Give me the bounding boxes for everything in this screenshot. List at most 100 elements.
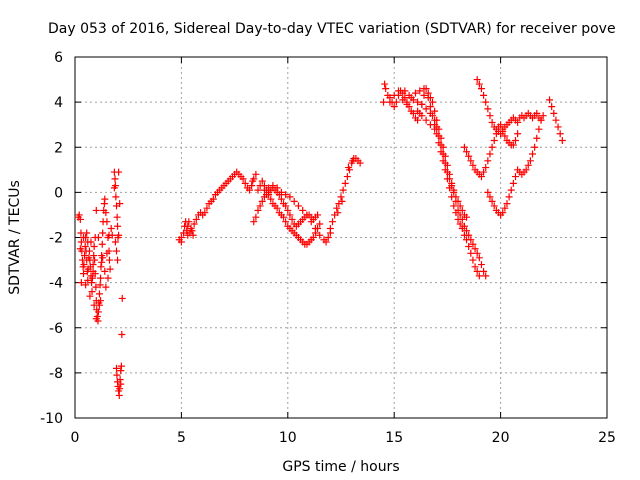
- data-point: [245, 186, 253, 194]
- data-point: [420, 91, 428, 99]
- data-point: [77, 279, 85, 287]
- data-point: [96, 281, 104, 289]
- data-point: [477, 173, 485, 181]
- data-point: [380, 98, 388, 106]
- data-point: [341, 179, 349, 187]
- y-tick-label: -8: [49, 366, 63, 382]
- data-point: [422, 105, 430, 113]
- data-point: [282, 191, 290, 199]
- data-point: [82, 281, 90, 289]
- data-point: [90, 243, 98, 251]
- data-point: [185, 218, 193, 226]
- data-point: [450, 202, 458, 210]
- data-point: [414, 98, 422, 106]
- data-point: [497, 121, 505, 129]
- data-point: [95, 290, 103, 298]
- data-point: [488, 118, 496, 126]
- data-point: [115, 168, 123, 176]
- data-point: [484, 157, 492, 165]
- data-point: [258, 197, 266, 205]
- data-point: [102, 283, 110, 291]
- data-point: [81, 252, 89, 260]
- data-point: [284, 206, 292, 214]
- data-point: [486, 150, 494, 158]
- data-point: [418, 100, 426, 108]
- data-point: [88, 288, 96, 296]
- data-point: [265, 184, 273, 192]
- data-point: [334, 209, 342, 217]
- data-point: [471, 263, 479, 271]
- x-tick-label: 0: [71, 430, 80, 446]
- data-point: [473, 76, 481, 84]
- data-point: [405, 91, 413, 99]
- data-point: [101, 267, 109, 275]
- data-point: [422, 116, 430, 124]
- data-point: [401, 87, 409, 95]
- data-point: [203, 204, 211, 212]
- data-point: [108, 231, 116, 239]
- data-point: [183, 227, 191, 235]
- data-point: [99, 229, 107, 237]
- data-point: [454, 197, 462, 205]
- data-point: [254, 186, 262, 194]
- data-point: [480, 267, 488, 275]
- data-point: [469, 240, 477, 248]
- data-point: [480, 168, 488, 176]
- data-point: [537, 116, 545, 124]
- data-point: [471, 245, 479, 253]
- x-tick-label: 15: [385, 430, 403, 446]
- data-point: [116, 200, 124, 208]
- data-point: [265, 191, 273, 199]
- data-point: [418, 112, 426, 120]
- data-point: [105, 256, 113, 264]
- data-point: [117, 362, 125, 370]
- data-point: [303, 211, 311, 219]
- data-point: [333, 204, 341, 212]
- data-point: [316, 220, 324, 228]
- data-point: [482, 164, 490, 172]
- data-point: [463, 213, 471, 221]
- data-point: [546, 96, 554, 104]
- data-point: [86, 292, 94, 300]
- data-point: [90, 252, 98, 260]
- x-tick-label: 10: [279, 430, 297, 446]
- data-point: [556, 130, 564, 138]
- data-point: [273, 204, 281, 212]
- data-point: [248, 182, 256, 190]
- data-point: [426, 109, 434, 117]
- y-tick-label: -6: [49, 321, 63, 337]
- data-point: [116, 376, 124, 384]
- data-point: [501, 132, 509, 140]
- data-point: [88, 279, 96, 287]
- data-point: [558, 136, 566, 144]
- data-point: [309, 234, 317, 241]
- data-point: [277, 188, 285, 196]
- data-point: [539, 112, 547, 120]
- y-tick-label: 4: [54, 95, 63, 111]
- data-point: [443, 168, 451, 176]
- data-point: [473, 249, 481, 257]
- data-point: [420, 85, 428, 93]
- y-tick-label: 6: [54, 50, 63, 66]
- data-point: [282, 218, 290, 226]
- data-point: [522, 166, 530, 174]
- data-point: [104, 274, 112, 282]
- data-point: [467, 157, 475, 165]
- x-tick-label: 25: [598, 430, 616, 446]
- data-point: [239, 175, 247, 183]
- data-point: [458, 206, 466, 214]
- data-point: [80, 234, 88, 241]
- data-point: [490, 136, 498, 144]
- data-point: [92, 283, 100, 291]
- data-point: [431, 107, 439, 115]
- data-point: [343, 173, 351, 181]
- data-point: [411, 89, 419, 97]
- data-point: [118, 331, 126, 339]
- data-point: [344, 164, 352, 172]
- data-point: [98, 258, 106, 266]
- data-point: [117, 380, 125, 388]
- data-point: [390, 103, 398, 111]
- data-point: [386, 98, 394, 106]
- data-point: [192, 215, 200, 223]
